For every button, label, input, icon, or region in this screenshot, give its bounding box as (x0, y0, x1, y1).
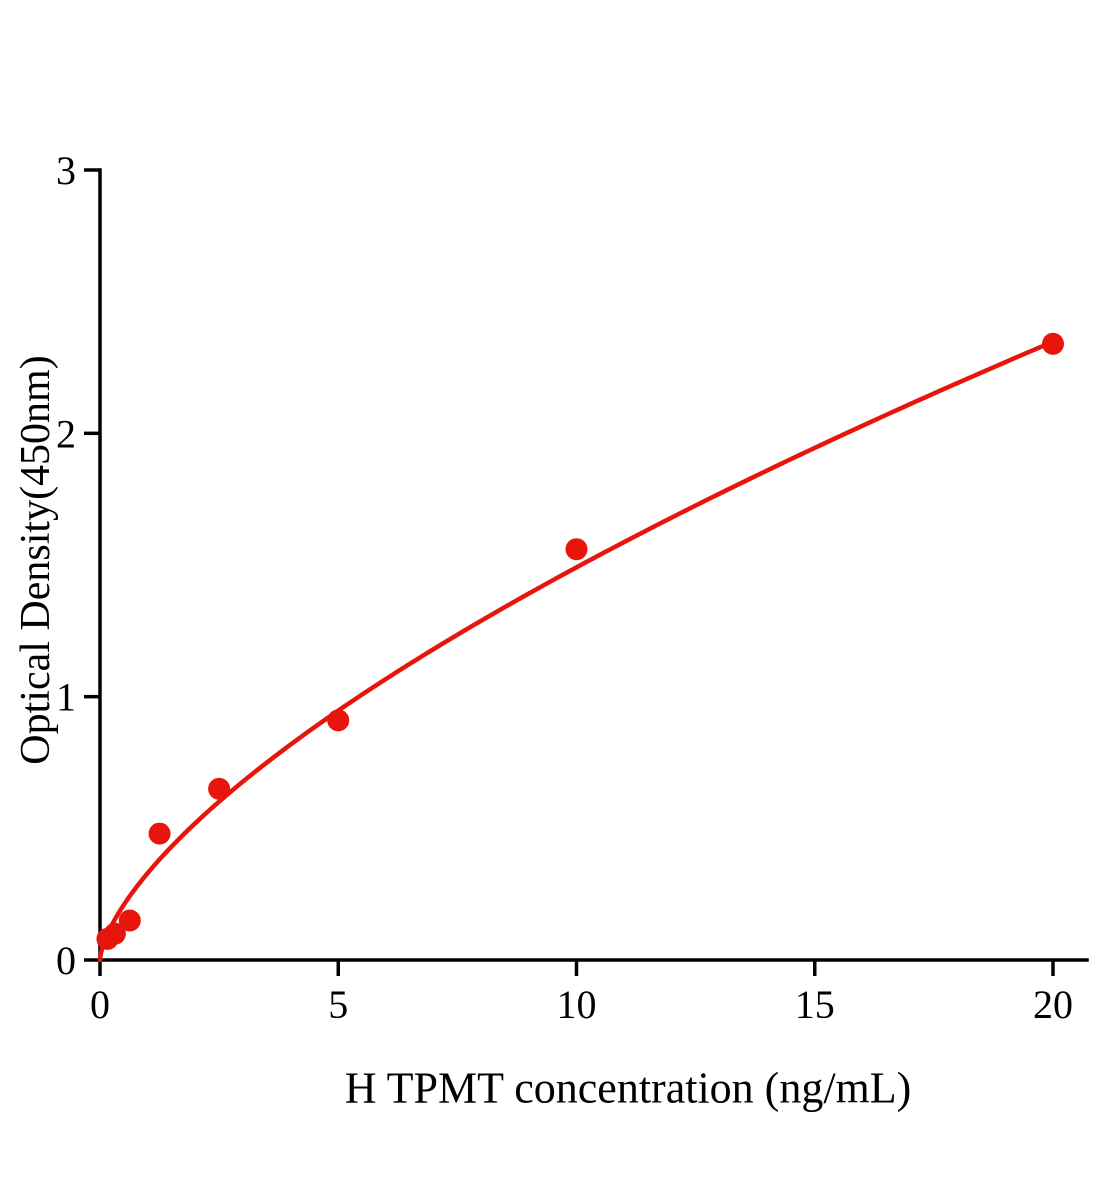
fit-curve (97, 339, 1056, 963)
y-tick-label: 1 (56, 675, 76, 720)
y-tick-label: 0 (56, 938, 76, 983)
data-point (1042, 332, 1064, 355)
data-point (148, 822, 171, 845)
data-point (208, 777, 231, 800)
x-tick-label: 0 (90, 982, 110, 1027)
x-tick-label: 15 (795, 982, 835, 1027)
data-point (327, 709, 350, 732)
x-tick-label: 5 (328, 982, 348, 1027)
x-tick-label: 20 (1033, 982, 1073, 1027)
x-tick-label: 10 (557, 982, 597, 1027)
y-tick-label: 3 (56, 148, 76, 193)
data-point (103, 922, 126, 945)
data-point (118, 909, 141, 932)
y-tick-label: 2 (56, 411, 76, 456)
data-point (565, 538, 588, 561)
y-axis-title: Optical Density(450nm) (13, 355, 59, 765)
x-axis-title: H TPMT concentration (ng/mL) (344, 1063, 912, 1113)
